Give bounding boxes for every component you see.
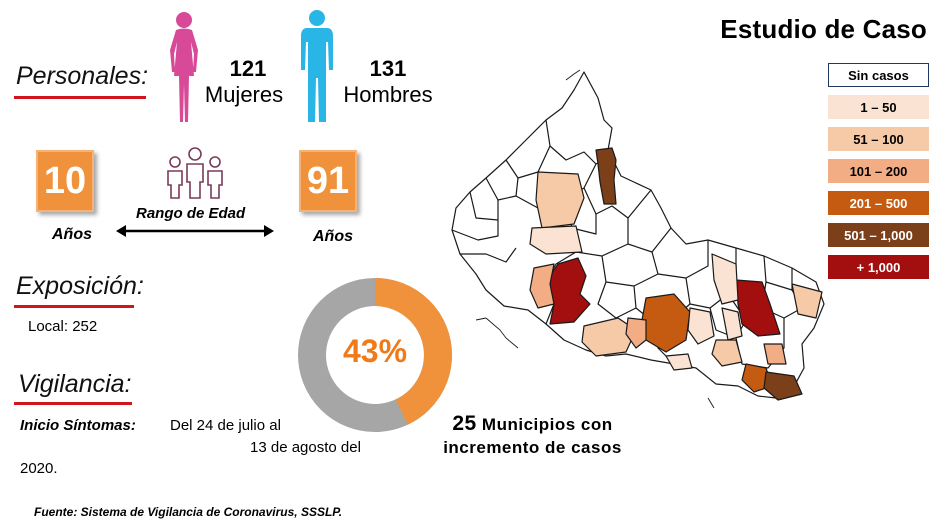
municipality-101-200-a xyxy=(529,263,555,309)
municipality-1000plus-b xyxy=(735,279,781,337)
state-map xyxy=(451,69,825,409)
legend-item: + 1,000 xyxy=(828,255,929,279)
municipality-1-50-d xyxy=(721,307,743,341)
legend-item: 201 – 500 xyxy=(828,191,929,215)
page-title: Estudio de Caso xyxy=(720,14,927,44)
source-footer: Fuente: Sistema de Vigilancia de Coronav… xyxy=(34,505,343,519)
female-figure-icon xyxy=(170,12,198,122)
age-max-unit: Años xyxy=(313,228,353,245)
municipios-count: 25 xyxy=(452,412,477,435)
vigilancia-heading: Vigilancia: xyxy=(18,370,132,398)
women-count: 121 xyxy=(229,56,267,81)
municipality-501-1000-b xyxy=(763,371,803,401)
age-range-arrow xyxy=(116,225,274,237)
legend-item: Sin casos xyxy=(828,63,929,87)
inicio-sintomas-line3: 2020. xyxy=(20,460,58,477)
legend-item: 1 – 50 xyxy=(828,95,929,119)
municipality-101-200-b xyxy=(625,317,647,349)
municipality-1-50-a xyxy=(529,225,583,255)
municipality-1-50-c xyxy=(687,307,715,345)
inicio-sintomas-label: Inicio Síntomas: xyxy=(20,417,136,434)
legend-item: 101 – 200 xyxy=(828,159,929,183)
legend-item: 501 – 1,000 xyxy=(828,223,929,247)
vigilancia-underline xyxy=(14,402,132,405)
municipality-51-100-b xyxy=(581,317,637,357)
male-figure-icon xyxy=(301,10,333,122)
local-exposure: Local: 252 xyxy=(28,318,98,335)
municipios-line1: 25 Municipios con xyxy=(430,412,635,436)
municipios-line1-text: Municipios con xyxy=(481,415,613,434)
municipality-501-1000-a xyxy=(595,147,617,205)
legend-item: 51 – 100 xyxy=(828,127,929,151)
age-min-box: 10 xyxy=(36,150,94,212)
exposicion-underline xyxy=(14,305,134,308)
exposicion-heading: Exposición: xyxy=(16,272,144,300)
personales-underline xyxy=(14,96,146,99)
municipality-51-100-d xyxy=(711,339,743,367)
age-max-box: 91 xyxy=(299,150,357,212)
municipality-101-200-c xyxy=(763,343,787,365)
men-label: Hombres xyxy=(343,82,433,107)
age-min-unit: Años xyxy=(52,226,92,243)
municipality-1-50-b xyxy=(711,253,739,305)
map-legend: Sin casos 1 – 50 51 – 100 101 – 200 201 … xyxy=(828,63,929,279)
municipality-51-100-c xyxy=(791,283,823,319)
inicio-sintomas-line1: Del 24 de julio al xyxy=(170,417,281,434)
people-group-icon xyxy=(167,147,223,199)
donut-percent-label: 43% xyxy=(342,333,408,369)
municipios-line2: incremento de casos xyxy=(443,438,622,457)
men-count: 131 xyxy=(369,56,407,81)
personales-heading: Personales: xyxy=(16,62,149,90)
donut-fill-arc xyxy=(298,278,452,432)
inicio-sintomas-line2: 13 de agosto del xyxy=(250,439,361,456)
percentage-donut xyxy=(298,278,452,432)
municipality-1-50-e xyxy=(665,353,693,371)
municipality-51-100-a xyxy=(535,171,585,229)
women-label: Mujeres xyxy=(204,82,284,107)
age-range-label: Rango de Edad xyxy=(136,205,246,222)
